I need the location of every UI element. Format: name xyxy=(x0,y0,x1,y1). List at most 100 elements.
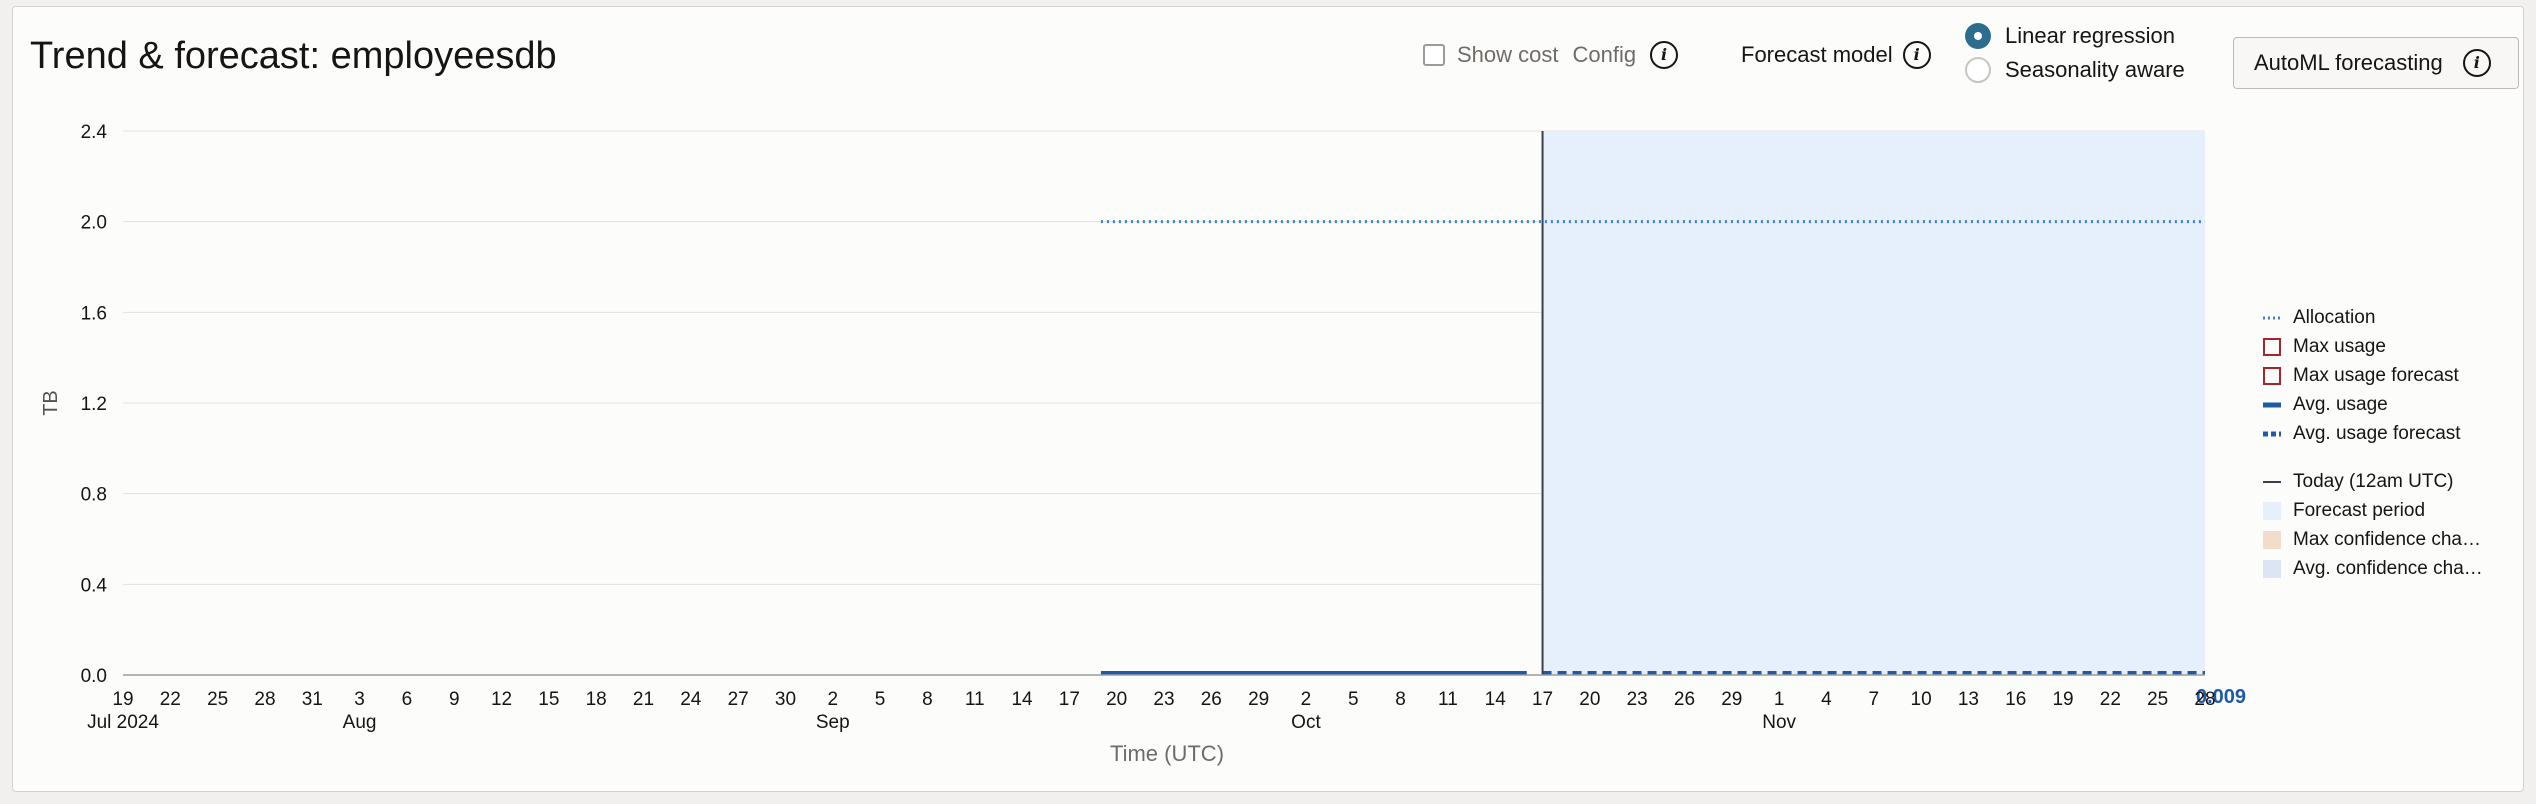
allocation-swatch xyxy=(2263,309,2281,327)
radio-linear-icon[interactable] xyxy=(1965,23,1991,49)
y-tick-label: 0.0 xyxy=(81,666,107,687)
x-axis-label: Time (UTC) xyxy=(1110,741,1224,766)
x-tick-label: 3 xyxy=(354,689,365,710)
legend-item-avg-confidence[interactable]: Avg. confidence cha… xyxy=(2263,558,2483,580)
y-tick-label: 0.8 xyxy=(81,485,107,506)
x-tick-label: 6 xyxy=(402,689,413,710)
radio-seasonality-aware[interactable]: Seasonality aware xyxy=(1965,57,2185,83)
x-tick-label: 14 xyxy=(1485,689,1507,710)
x-tick-label: 11 xyxy=(1438,689,1458,710)
x-tick-label: 2 xyxy=(1301,689,1312,710)
x-tick-label: 5 xyxy=(875,689,886,710)
max-usage-swatch xyxy=(2263,338,2281,356)
legend-label-today: Today (12am UTC) xyxy=(2293,471,2454,492)
x-tick-label: 8 xyxy=(922,689,933,710)
x-tick-label: 26 xyxy=(1201,689,1222,710)
x-tick-label: 1 xyxy=(1774,689,1785,710)
x-tick-label: 25 xyxy=(207,689,228,710)
x-tick-label: 5 xyxy=(1348,689,1359,710)
legend-label-max-confidence: Max confidence cha… xyxy=(2293,529,2481,550)
page-title: Trend & forecast: employeesdb xyxy=(30,35,557,77)
y-tick-label: 1.2 xyxy=(81,394,107,415)
x-tick-label: 14 xyxy=(1011,689,1033,710)
x-tick-label: 10 xyxy=(1911,689,1932,710)
radio-seasonality-icon[interactable] xyxy=(1965,57,1991,83)
x-month-label: Sep xyxy=(816,712,850,733)
legend-item-forecast-period[interactable]: Forecast period xyxy=(2263,500,2425,522)
x-tick-label: 21 xyxy=(633,689,654,710)
x-month-label: Jul 2024 xyxy=(87,712,159,733)
x-tick-label: 9 xyxy=(449,689,460,710)
x-tick-label: 17 xyxy=(1059,689,1080,710)
x-tick-label: 7 xyxy=(1868,689,1879,710)
x-tick-label: 31 xyxy=(302,689,323,710)
y-tick-label: 2.0 xyxy=(81,213,107,234)
forecast-period-swatch xyxy=(2263,502,2281,520)
legend-label-allocation: Allocation xyxy=(2293,307,2376,328)
x-tick-label: 29 xyxy=(1721,689,1742,710)
y-tick-label: 2.4 xyxy=(81,122,108,143)
forecast-model-info-icon[interactable]: i xyxy=(1902,41,1931,69)
legend-item-avg-usage[interactable]: Avg. usage xyxy=(2263,394,2388,416)
x-tick-label: 30 xyxy=(775,689,796,710)
legend-label-max-usage: Max usage xyxy=(2293,336,2386,357)
x-tick-label: 20 xyxy=(1106,689,1127,710)
x-tick-label: 19 xyxy=(112,689,133,710)
forecast-model-label: Forecast model xyxy=(1741,42,1893,67)
x-tick-label: 24 xyxy=(680,689,702,710)
legend-label-avg-confidence: Avg. confidence cha… xyxy=(2293,558,2483,579)
forecast-period-band xyxy=(1542,131,2205,675)
max-usage-forecast-swatch xyxy=(2263,367,2281,385)
x-tick-label: 23 xyxy=(1627,689,1648,710)
y-tick-label: 1.6 xyxy=(81,303,107,324)
show-cost-control[interactable]: Show cost Config i xyxy=(1423,41,1679,69)
x-tick-label: 13 xyxy=(1958,689,1979,710)
radio-linear-label: Linear regression xyxy=(2005,23,2175,48)
avg-confidence-swatch xyxy=(2263,560,2281,578)
x-tick-label: 8 xyxy=(1395,689,1406,710)
legend-label-avg-usage-forecast: Avg. usage forecast xyxy=(2293,423,2461,444)
today-swatch xyxy=(2263,473,2281,491)
x-tick-label: 4 xyxy=(1821,689,1832,710)
max-confidence-swatch xyxy=(2263,531,2281,549)
config-info-icon[interactable]: i xyxy=(1650,41,1679,69)
x-month-label: Nov xyxy=(1762,712,1796,733)
x-tick-label: 17 xyxy=(1532,689,1553,710)
x-tick-label: 23 xyxy=(1153,689,1174,710)
forecast-band-layer xyxy=(1542,131,2205,675)
x-month-label: Oct xyxy=(1291,712,1321,733)
x-month-label: Aug xyxy=(343,712,377,733)
legend-item-allocation[interactable]: Allocation xyxy=(2263,307,2375,329)
end-value-label: 0.009 xyxy=(2196,686,2246,708)
legend-item-today[interactable]: Today (12am UTC) xyxy=(2263,471,2454,493)
x-tick-label: 28 xyxy=(2194,689,2215,710)
legend-item-avg-usage-forecast[interactable]: Avg. usage forecast xyxy=(2263,423,2461,445)
y-tick-label: 0.4 xyxy=(81,575,108,596)
avg-usage-forecast-swatch xyxy=(2263,425,2281,443)
x-tick-label: 12 xyxy=(491,689,512,710)
x-tick-label: 27 xyxy=(728,689,749,710)
x-tick-label: 11 xyxy=(965,689,985,710)
x-tick-label: 19 xyxy=(2052,689,2073,710)
legend-item-max-confidence[interactable]: Max confidence cha… xyxy=(2263,529,2481,551)
x-tick-label: 18 xyxy=(586,689,607,710)
legend-item-max-usage[interactable]: Max usage xyxy=(2263,336,2386,358)
axis-layer: 0.00.40.81.21.62.02.419 22 25 28 31 3 6 9 12 15 18… xyxy=(81,122,2216,733)
trend-chart: 0.009 0.00.40.81.21.62.02.419 22 25 28 31 3 6 9… xyxy=(40,122,2246,766)
automl-button-label: AutoML forecasting xyxy=(2254,50,2443,75)
x-tick-label: 26 xyxy=(1674,689,1695,710)
avg-usage-swatch xyxy=(2263,396,2281,414)
legend-label-max-usage-forecast: Max usage forecast xyxy=(2293,365,2459,386)
automl-info-icon[interactable]: i xyxy=(2462,49,2491,77)
x-tick-label: 16 xyxy=(2005,689,2026,710)
x-tick-label: 20 xyxy=(1579,689,1600,710)
x-tick-label: 25 xyxy=(2147,689,2168,710)
x-tick-label: 2 xyxy=(827,689,838,710)
x-tick-label: 15 xyxy=(538,689,559,710)
x-tick-label: 29 xyxy=(1248,689,1269,710)
automl-forecasting-button[interactable]: AutoML forecasting i xyxy=(2233,37,2519,89)
show-cost-checkbox[interactable] xyxy=(1423,44,1445,66)
radio-linear-regression[interactable]: Linear regression xyxy=(1965,23,2175,49)
x-tick-label: 22 xyxy=(2100,689,2121,710)
legend-item-max-usage-forecast[interactable]: Max usage forecast xyxy=(2263,365,2459,387)
